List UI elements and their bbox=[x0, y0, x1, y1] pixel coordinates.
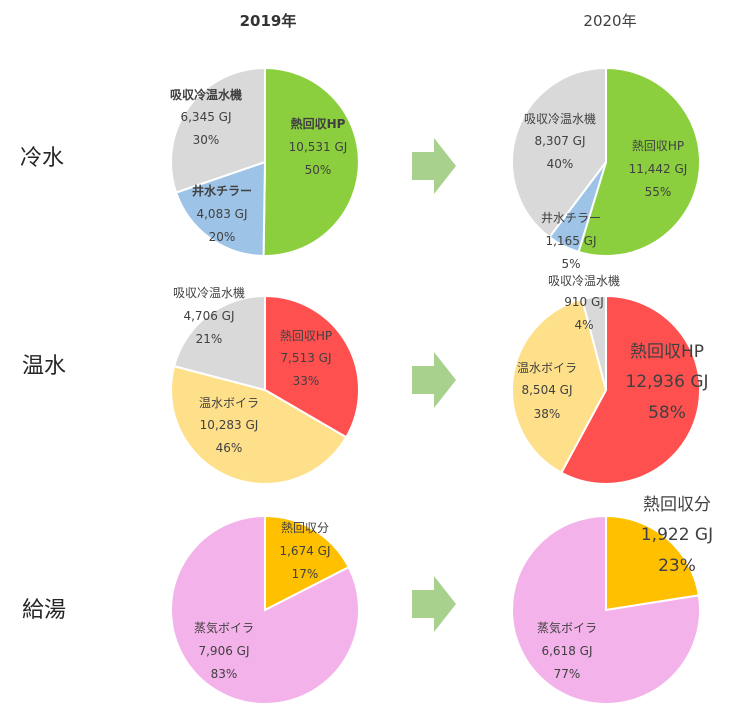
pie-slice bbox=[559, 294, 701, 485]
pie-slice bbox=[169, 66, 266, 194]
slice-value: 1,165 GJ bbox=[545, 234, 596, 248]
slice-percent: 4% bbox=[574, 318, 593, 332]
labels-cold-2020: 熱回収HP 11,442 GJ 55% 井水チラー 1,165 GJ 5% 吸収… bbox=[524, 111, 687, 271]
slice-percent: 20% bbox=[209, 230, 236, 244]
pie-slice bbox=[264, 514, 351, 612]
pie-slice bbox=[170, 514, 360, 705]
slice-label: 井水チラー bbox=[192, 183, 252, 198]
slice-label: 熱回収分 bbox=[281, 521, 329, 535]
row-label-cold-water: 冷水 bbox=[20, 146, 64, 171]
slice-percent: 55% bbox=[645, 185, 672, 199]
slice-percent: 33% bbox=[293, 374, 320, 388]
slice-value: 6,618 GJ bbox=[541, 644, 592, 658]
slice-label: 吸収冷温水機 bbox=[170, 87, 242, 102]
slice-label: 熱回収HP bbox=[630, 342, 704, 362]
slice-label: 温水ボイラ bbox=[199, 396, 259, 410]
pie-slice bbox=[511, 297, 608, 475]
pie-warm-2020 bbox=[511, 294, 701, 485]
slice-percent: 46% bbox=[216, 441, 243, 455]
pie-slice bbox=[172, 294, 266, 392]
slice-label: 蒸気ボイラ bbox=[537, 620, 597, 635]
slice-value: 8,307 GJ bbox=[534, 134, 585, 148]
pie-warm-2019 bbox=[170, 294, 360, 485]
slice-percent: 30% bbox=[193, 133, 220, 147]
slice-percent: 83% bbox=[211, 667, 238, 681]
pies-group bbox=[169, 66, 701, 705]
slice-value: 7,906 GJ bbox=[198, 644, 249, 658]
labels-hot-2020: 熱回収分 1,922 GJ 23% 蒸気ボイラ 6,618 GJ 77% bbox=[537, 495, 713, 681]
slice-value: 6,345 GJ bbox=[180, 110, 231, 124]
slice-label: 吸収冷温水機 bbox=[173, 285, 245, 300]
arrows-group bbox=[412, 138, 456, 632]
slice-percent: 50% bbox=[305, 163, 332, 177]
slice-value: 1,922 GJ bbox=[641, 525, 713, 545]
slice-label: 吸収冷温水機 bbox=[524, 111, 596, 126]
slice-value: 10,283 GJ bbox=[200, 418, 259, 432]
pie-slice bbox=[262, 66, 360, 257]
labels-hot-2019: 熱回収分 1,674 GJ 17% 蒸気ボイラ 7,906 GJ 83% bbox=[194, 521, 331, 681]
labels-warm-2019: 熱回収HP 7,513 GJ 33% 温水ボイラ 10,283 GJ 46% 吸… bbox=[173, 285, 332, 455]
slice-label: 吸収冷温水機 bbox=[548, 273, 620, 288]
pie-slice bbox=[580, 294, 607, 391]
slice-percent: 40% bbox=[547, 157, 574, 171]
pie-slice bbox=[264, 294, 360, 439]
slice-label: 蒸気ボイラ bbox=[194, 620, 254, 635]
right-arrow-icon bbox=[412, 576, 456, 632]
slice-percent: 58% bbox=[648, 403, 686, 423]
slice-label: 熱回収HP bbox=[280, 329, 332, 343]
pie-cold-2020 bbox=[511, 66, 701, 257]
column-title-2019: 2019年 bbox=[240, 12, 297, 30]
slice-value: 11,442 GJ bbox=[629, 162, 688, 176]
slice-value: 12,936 GJ bbox=[625, 372, 708, 392]
slice-percent: 38% bbox=[534, 407, 561, 421]
slice-value: 7,513 GJ bbox=[280, 351, 331, 365]
slice-value: 8,504 GJ bbox=[521, 383, 572, 397]
slice-value: 4,083 GJ bbox=[196, 207, 247, 221]
pie-slice bbox=[170, 364, 348, 485]
pie-hot-2019 bbox=[170, 514, 360, 705]
right-arrow-icon bbox=[412, 138, 456, 194]
slice-value: 4,706 GJ bbox=[183, 309, 234, 323]
slice-percent: 23% bbox=[658, 556, 696, 576]
labels-cold-2019: 熱回収HP 10,531 GJ 50% 井水チラー 4,083 GJ 20% 吸… bbox=[170, 87, 347, 244]
slice-label: 温水ボイラ bbox=[517, 361, 577, 375]
pie-slice bbox=[511, 66, 607, 239]
slice-percent: 5% bbox=[561, 257, 580, 271]
row-label-warm-water: 温水 bbox=[22, 354, 66, 379]
slice-percent: 77% bbox=[554, 667, 581, 681]
pie-slice bbox=[577, 66, 701, 257]
pie-slice bbox=[605, 514, 700, 612]
slice-label: 熱回収HP bbox=[291, 116, 346, 131]
slice-percent: 21% bbox=[196, 332, 223, 346]
slice-value: 10,531 GJ bbox=[289, 140, 348, 154]
slice-percent: 17% bbox=[292, 567, 319, 581]
labels-warm-2020: 熱回収HP 12,936 GJ 58% 温水ボイラ 8,504 GJ 38% 吸… bbox=[517, 273, 709, 423]
row-label-hot-water-supply: 給湯 bbox=[22, 598, 66, 623]
column-title-2020: 2020年 bbox=[583, 12, 636, 30]
right-arrow-icon bbox=[412, 352, 456, 408]
slice-label: 熱回収HP bbox=[632, 139, 684, 153]
pie-slice bbox=[511, 514, 701, 705]
slice-value: 1,674 GJ bbox=[279, 544, 330, 558]
slice-label: 熱回収分 bbox=[643, 495, 711, 515]
slice-label: 井水チラー bbox=[541, 211, 601, 225]
pie-hot-2020 bbox=[511, 514, 701, 705]
pie-cold-2019 bbox=[169, 66, 360, 258]
slice-value: 910 GJ bbox=[564, 295, 604, 309]
